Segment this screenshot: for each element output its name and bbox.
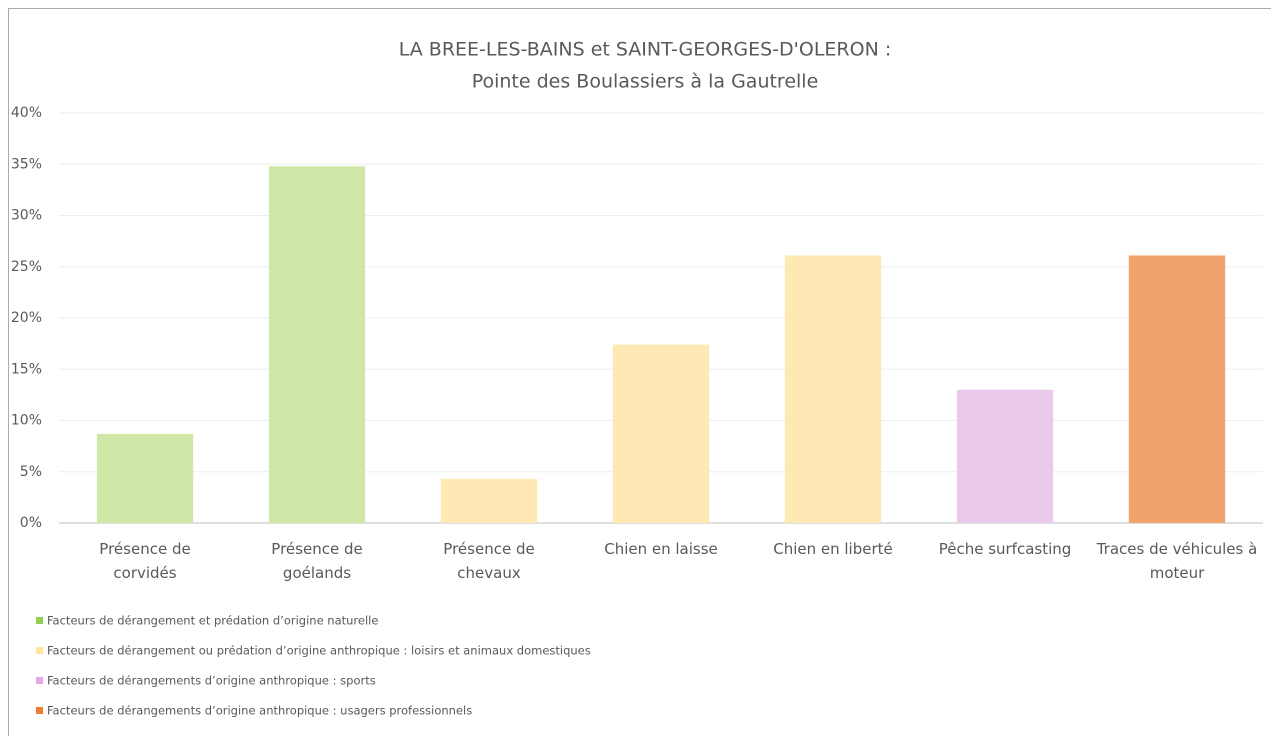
legend-label: Facteurs de dérangement ou prédation d’o…: [47, 644, 591, 658]
y-tick-label: 25%: [11, 259, 42, 275]
bar: [1128, 255, 1226, 523]
x-tick-label: Traces de véhicules à moteur: [1096, 540, 1258, 582]
x-tick-label: Chien en liberté: [773, 540, 893, 558]
x-tick-label: Présence de corvidés: [99, 540, 191, 582]
frame: [8, 8, 1271, 736]
y-tick-label: 15%: [11, 361, 42, 377]
x-tick-label: Présence de chevaux: [443, 540, 535, 582]
bar: [784, 255, 882, 523]
y-tick-label: 35%: [11, 156, 42, 172]
y-tick-label: 0%: [20, 515, 42, 531]
bar: [268, 166, 366, 524]
legend-label: Facteurs de dérangements d’origine anthr…: [47, 704, 472, 718]
y-tick-label: 40%: [11, 105, 42, 121]
chart-title: LA BREE-LES-BAINS et SAINT-GEORGES-D'OLE…: [399, 39, 892, 61]
legend-label: Facteurs de dérangement et prédation d’o…: [47, 614, 378, 628]
bar: [612, 344, 710, 523]
x-tick-label: Présence de goélands: [271, 540, 363, 582]
legend-swatch: [36, 647, 43, 654]
bar: [956, 389, 1054, 523]
x-tick-label: Pêche surfcasting: [938, 540, 1072, 558]
x-tick-label: Chien en laisse: [604, 540, 718, 558]
bar: [96, 433, 194, 523]
legend-swatch: [36, 677, 43, 684]
y-tick-label: 30%: [11, 208, 42, 224]
y-tick-label: 5%: [20, 464, 42, 480]
legend-swatch: [36, 617, 43, 624]
chart-subtitle: Pointe des Boulassiers à la Gautrelle: [472, 71, 819, 93]
bar: [440, 478, 538, 523]
y-tick-label: 20%: [11, 310, 42, 326]
legend-swatch: [36, 707, 43, 714]
legend-label: Facteurs de dérangements d’origine anthr…: [47, 674, 376, 688]
y-tick-label: 10%: [11, 413, 42, 429]
